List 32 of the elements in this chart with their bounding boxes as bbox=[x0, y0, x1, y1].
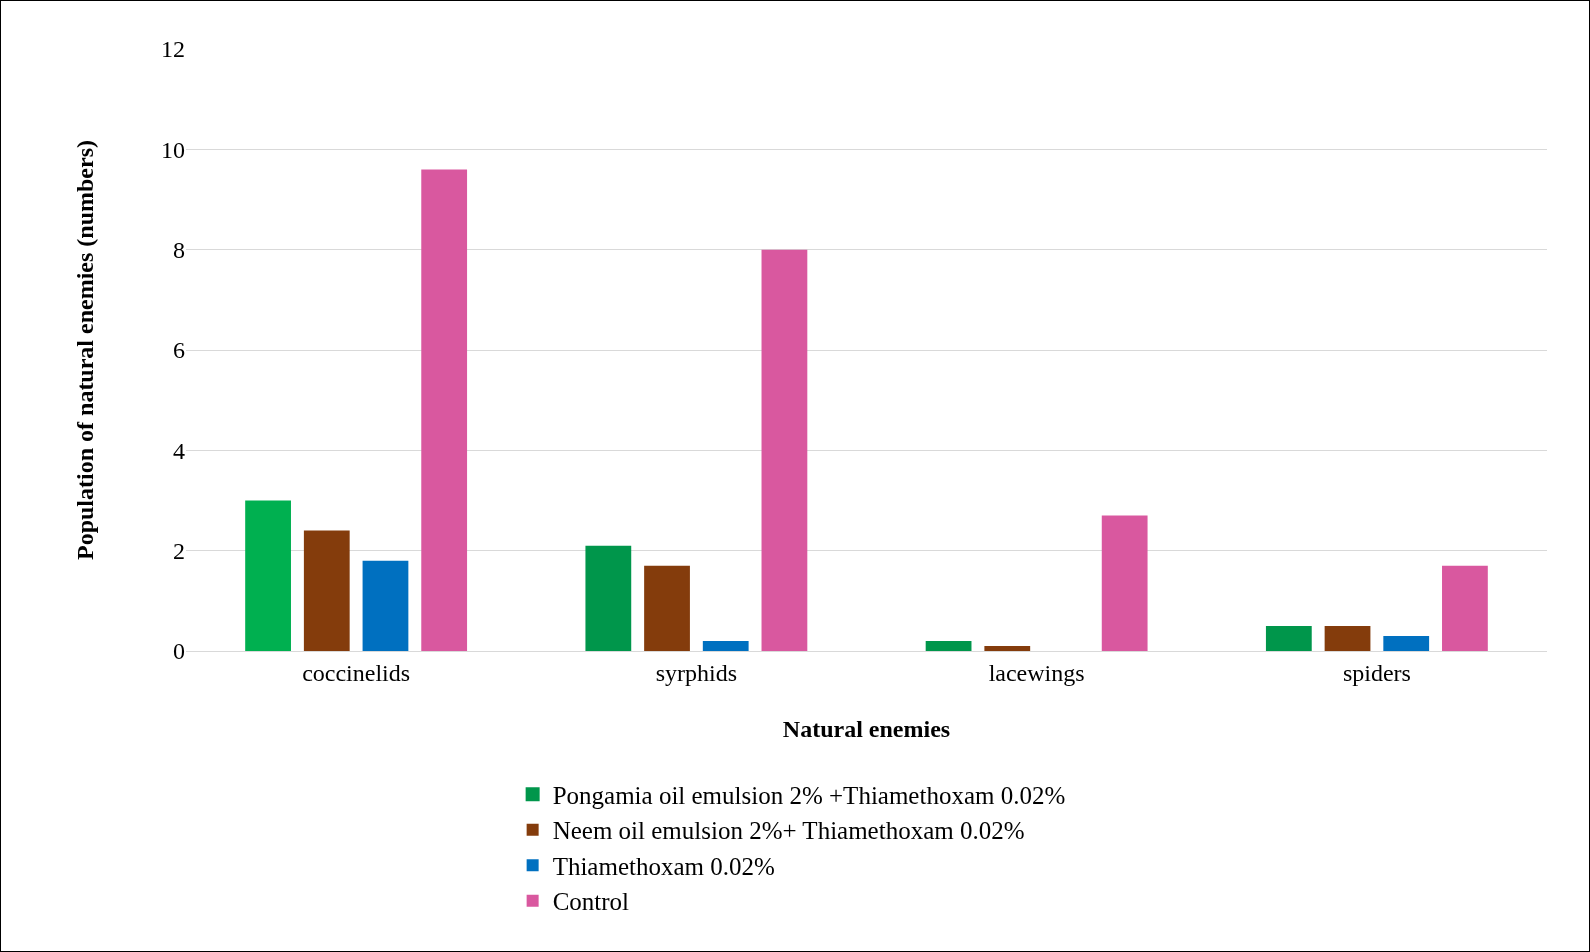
bar bbox=[245, 500, 291, 651]
y-axis-title: Population of natural enemies (numbers) bbox=[72, 140, 99, 560]
x-tick-label: syrphids bbox=[655, 659, 738, 686]
bar bbox=[925, 640, 972, 651]
legend-label: Pongamia oil emulsion 2% +Thiamethoxam 0.02% bbox=[552, 781, 1066, 809]
bar bbox=[1265, 625, 1312, 651]
y-tick-label: 2 bbox=[173, 538, 185, 565]
y-tick-label: 8 bbox=[173, 237, 185, 264]
bar bbox=[585, 545, 632, 651]
legend-label: Control bbox=[552, 888, 630, 916]
x-tick-label: coccinelids bbox=[302, 659, 411, 686]
bar bbox=[421, 169, 468, 651]
bar bbox=[1383, 635, 1430, 651]
bar bbox=[362, 560, 409, 651]
bar bbox=[702, 640, 749, 651]
bar bbox=[1101, 515, 1148, 651]
x-tick-label: lacewings bbox=[988, 659, 1085, 686]
legend-label: Neem oil emulsion 2%+ Thiamethoxam 0.02% bbox=[552, 817, 1025, 845]
y-tick-label: 4 bbox=[173, 437, 185, 464]
bar bbox=[984, 645, 1031, 651]
legend-label: Thiamethoxam 0.02% bbox=[552, 852, 775, 880]
x-tick-label: spiders bbox=[1342, 659, 1411, 686]
bar bbox=[761, 249, 808, 651]
y-tick-label: 0 bbox=[173, 638, 185, 665]
bar bbox=[1442, 565, 1488, 651]
y-tick-label: 12 bbox=[161, 36, 185, 63]
bar bbox=[644, 565, 690, 651]
bar bbox=[303, 530, 350, 651]
bar bbox=[1324, 625, 1371, 651]
y-tick-label: 6 bbox=[173, 337, 185, 364]
y-tick-label: 10 bbox=[161, 136, 185, 163]
x-axis-title: Natural enemies bbox=[782, 716, 951, 743]
